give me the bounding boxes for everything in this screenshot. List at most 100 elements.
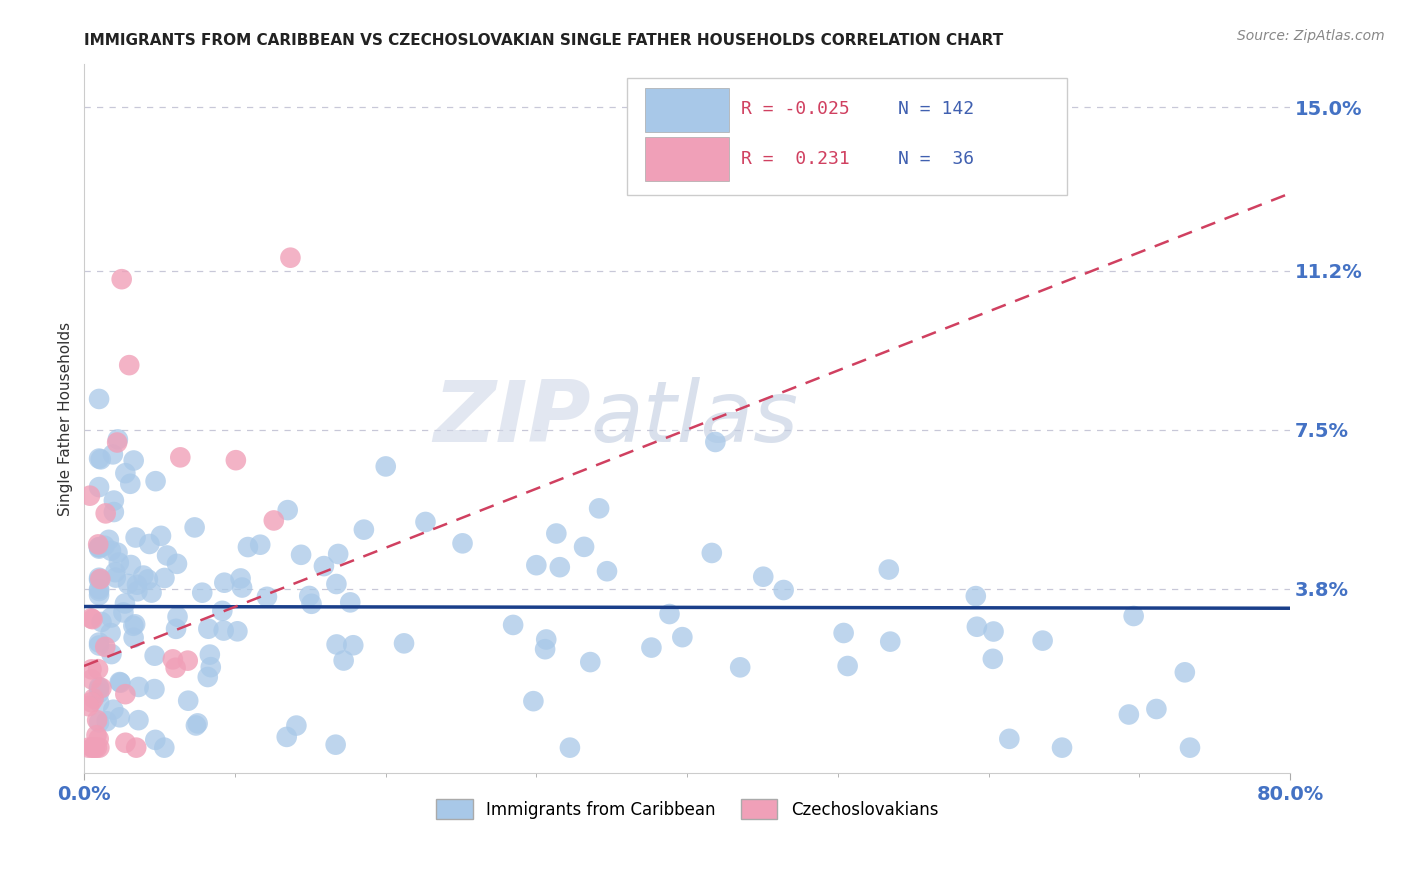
Point (328, 547, 350, 561)
Point (280, 251, 302, 265)
Point (87, 451, 110, 466)
Point (197, 670, 219, 684)
Point (198, 648, 221, 662)
Point (143, 682, 166, 697)
Point (136, 573, 159, 587)
Point (1118, 707, 1140, 722)
Point (101, 447, 124, 461)
Point (82, 612, 104, 626)
Point (548, 560, 571, 574)
Point (114, 687, 136, 701)
Point (124, 531, 146, 545)
Point (169, 450, 191, 465)
Point (104, 571, 127, 585)
Point (124, 617, 146, 632)
Point (105, 435, 128, 450)
Point (100, 543, 122, 558)
Point (191, 585, 214, 599)
Point (276, 730, 298, 744)
Point (640, 640, 662, 655)
Point (111, 272, 134, 286)
Point (132, 568, 155, 582)
Point (86, 740, 108, 755)
Point (83, 740, 105, 755)
Point (114, 736, 136, 750)
Point (87, 662, 110, 676)
Point (165, 661, 187, 675)
Point (704, 434, 727, 449)
Point (236, 540, 259, 554)
Legend: Immigrants from Caribbean, Czechoslovakians: Immigrants from Caribbean, Czechoslovaki… (429, 793, 945, 825)
Point (87, 686, 110, 700)
Point (87, 681, 110, 696)
Point (77, 740, 100, 755)
Point (87, 573, 110, 587)
Point (1122, 609, 1144, 624)
Point (77, 699, 100, 714)
Point (100, 610, 122, 624)
Point (89, 572, 111, 586)
Point (965, 589, 987, 603)
Text: N = 142: N = 142 (898, 100, 974, 118)
Point (728, 660, 751, 674)
Point (87, 392, 110, 406)
Point (87, 480, 110, 494)
Point (100, 647, 122, 661)
Point (1032, 633, 1054, 648)
Point (524, 558, 547, 573)
Point (558, 740, 581, 755)
Point (87, 541, 110, 555)
Point (879, 634, 901, 648)
Point (165, 622, 187, 636)
Point (256, 590, 278, 604)
Point (451, 536, 474, 550)
Point (108, 556, 131, 570)
Point (96, 714, 118, 729)
Point (94, 507, 117, 521)
Point (772, 582, 794, 597)
Point (162, 652, 184, 666)
Point (80, 695, 103, 709)
Point (86, 728, 108, 742)
Point (89, 740, 111, 755)
FancyBboxPatch shape (627, 78, 1067, 195)
Point (231, 581, 253, 595)
Point (522, 694, 544, 708)
Point (229, 571, 252, 585)
Point (534, 642, 557, 657)
Point (596, 564, 619, 578)
Point (837, 659, 859, 673)
Text: Source: ZipAtlas.com: Source: ZipAtlas.com (1237, 29, 1385, 43)
Point (214, 575, 236, 590)
Point (671, 630, 693, 644)
Point (87, 582, 110, 596)
Point (87, 588, 110, 602)
Point (110, 675, 132, 690)
Point (128, 680, 150, 694)
Point (502, 618, 524, 632)
Point (332, 653, 354, 667)
Point (312, 559, 335, 574)
Point (572, 540, 595, 554)
Point (120, 476, 142, 491)
Point (104, 565, 127, 579)
Point (82, 740, 104, 755)
Point (981, 652, 1004, 666)
Point (177, 654, 200, 668)
Point (94, 640, 117, 654)
Point (325, 738, 347, 752)
Point (90, 681, 112, 695)
Point (82, 740, 104, 755)
Point (339, 595, 361, 609)
Point (120, 558, 142, 572)
Point (184, 718, 207, 732)
Text: atlas: atlas (591, 377, 799, 460)
Point (86, 713, 108, 727)
Point (83, 691, 105, 706)
Point (145, 474, 167, 488)
Point (122, 631, 145, 645)
Point (752, 570, 775, 584)
Point (579, 655, 602, 669)
Point (107, 433, 129, 447)
Point (877, 563, 900, 577)
